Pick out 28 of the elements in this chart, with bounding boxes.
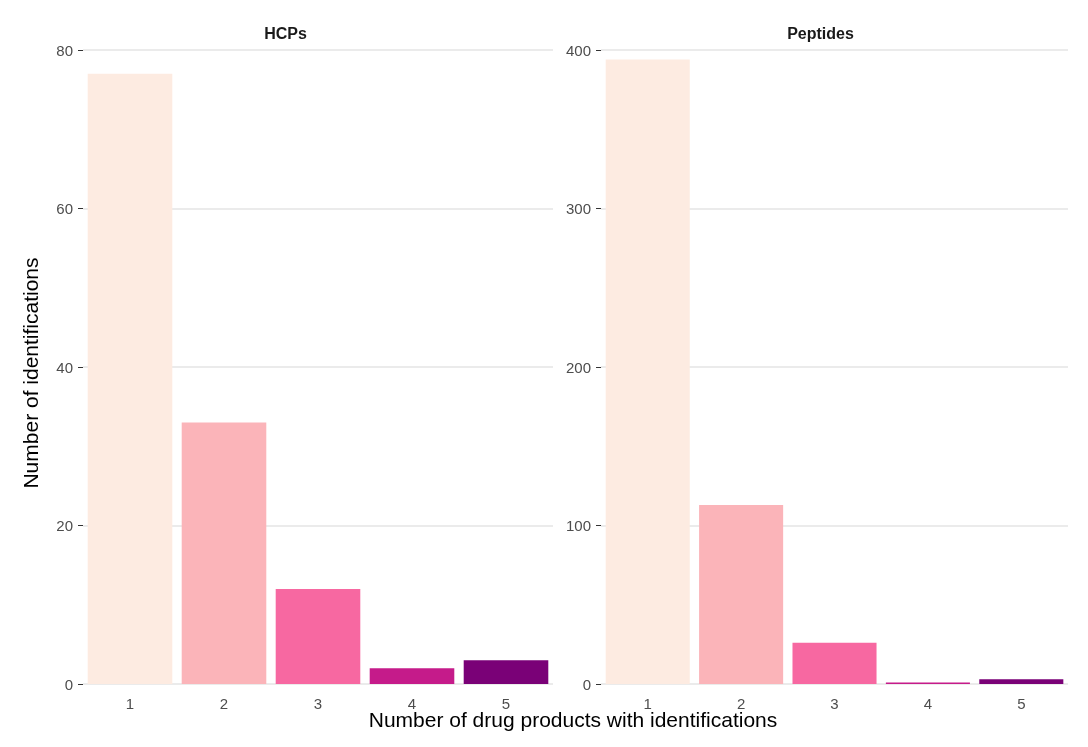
y-tick-label: 400 [566, 41, 592, 59]
bar [979, 679, 1064, 684]
chart-title: Peptides [787, 24, 854, 42]
x-tick-label: 5 [1017, 695, 1026, 712]
bar [369, 668, 455, 684]
x-tick-label: 2 [219, 695, 229, 712]
x-tick-label: 3 [313, 695, 323, 712]
bar [463, 660, 549, 684]
y-tick-label: 100 [566, 517, 592, 534]
y-axis-title: Number of identifications [19, 257, 43, 489]
y-tick-label: 20 [56, 517, 73, 534]
bar [699, 504, 784, 684]
y-tick-label: 40 [56, 358, 73, 376]
bar [792, 642, 877, 684]
x-tick-label: 3 [830, 695, 839, 712]
bar [181, 422, 267, 684]
bar [275, 588, 361, 684]
y-tick-label: 80 [56, 41, 73, 59]
x-tick-label: 4 [923, 695, 933, 712]
y-tick-label: 300 [566, 200, 592, 217]
y-tick-label: 200 [566, 358, 592, 376]
chart-title: HCPs [264, 24, 307, 42]
bar [87, 73, 173, 684]
y-tick-label: 60 [56, 200, 73, 217]
x-tick-label: 1 [125, 695, 135, 712]
y-tick-label: 0 [64, 675, 73, 693]
y-tick-label: 0 [582, 675, 592, 693]
bar [605, 59, 690, 684]
